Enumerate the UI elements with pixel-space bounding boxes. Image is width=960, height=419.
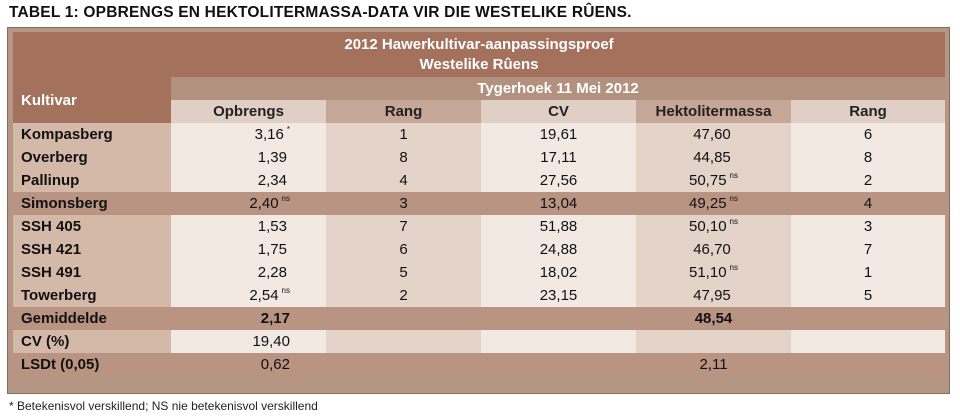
empty-cell <box>791 330 946 353</box>
cultivar-name: SSH 491 <box>13 261 171 284</box>
column-header-rank: Rang <box>326 100 481 123</box>
hectoliter-cell: 47,60 <box>636 123 791 146</box>
cv-cell: 19,61 <box>481 123 636 146</box>
empty-cell <box>326 330 481 353</box>
lsd-label: LSDt (0,05) <box>13 353 171 376</box>
cv-label: CV (%) <box>13 330 171 353</box>
table-row: Simonsberg 2,40 ns 3 13,04 49,25 ns 4 <box>13 192 946 215</box>
empty-cell <box>791 353 946 376</box>
rank-cell: 5 <box>326 261 481 284</box>
cv-cell: 24,88 <box>481 238 636 261</box>
column-header-cv: CV <box>481 100 636 123</box>
column-header-kultivar: Kultivar <box>13 77 171 123</box>
empty-cell <box>791 307 946 330</box>
cv-cell: 13,04 <box>481 192 636 215</box>
cultivar-name: Kompasberg <box>13 123 171 146</box>
rank-cell: 6 <box>326 238 481 261</box>
rank-cell: 3 <box>326 192 481 215</box>
table-row: SSH 421 1,75 6 24,88 46,70 7 <box>13 238 946 261</box>
yield-cell: 1,75 <box>171 238 326 261</box>
table-row: Overberg 1,39 8 17,11 44,85 8 <box>13 146 946 169</box>
mean-yield: 2,17 <box>171 307 326 330</box>
empty-cell <box>481 330 636 353</box>
rank-cell: 8 <box>791 146 946 169</box>
yield-cell: 2,40 ns <box>171 192 326 215</box>
yield-cell: 1,53 <box>171 215 326 238</box>
rank-cell: 5 <box>791 284 946 307</box>
hectoliter-cell: 47,95 <box>636 284 791 307</box>
cv-row: CV (%) 19,40 <box>13 330 946 353</box>
cv-cell: 51,88 <box>481 215 636 238</box>
cv-cell: 23,15 <box>481 284 636 307</box>
column-header-rank-2: Rang <box>791 100 946 123</box>
yield-cell: 2,28 <box>171 261 326 284</box>
hectoliter-cell: 49,25 ns <box>636 192 791 215</box>
location-header: Tygerhoek 11 Mei 2012 <box>171 77 946 100</box>
column-header-hectoliter: Hektolitermassa <box>636 100 791 123</box>
cultivar-name: Pallinup <box>13 169 171 192</box>
lsd-hectoliter: 2,11 <box>636 353 791 376</box>
cv-yield: 19,40 <box>171 330 326 353</box>
cultivar-name: SSH 421 <box>13 238 171 261</box>
hectoliter-cell: 50,75 ns <box>636 169 791 192</box>
cv-cell: 18,02 <box>481 261 636 284</box>
mean-label: Gemiddelde <box>13 307 171 330</box>
rank-cell: 1 <box>326 123 481 146</box>
yield-cell: 2,34 <box>171 169 326 192</box>
yield-cell: 2,54 ns <box>171 284 326 307</box>
rank-cell: 2 <box>326 284 481 307</box>
hectoliter-cell: 46,70 <box>636 238 791 261</box>
table-row: Towerberg 2,54 ns 2 23,15 47,95 5 <box>13 284 946 307</box>
table-row: SSH 491 2,28 5 18,02 51,10 ns 1 <box>13 261 946 284</box>
empty-cell <box>326 353 481 376</box>
table-title: TABEL 1: OPBRENGS EN HEKTOLITERMASSA-DAT… <box>9 4 632 21</box>
lsd-yield: 0,62 <box>171 353 326 376</box>
data-table: 2012 Hawerkultivar-aanpassingsproef West… <box>13 32 946 376</box>
cultivar-name: SSH 405 <box>13 215 171 238</box>
footnote: * Betekenisvol verskillend; NS nie betek… <box>9 399 318 413</box>
cv-cell: 27,56 <box>481 169 636 192</box>
table-row: Kompasberg 3,16 * 1 19,61 47,60 6 <box>13 123 946 146</box>
rank-cell: 6 <box>791 123 946 146</box>
empty-cell <box>636 330 791 353</box>
mean-row: Gemiddelde 2,17 48,54 <box>13 307 946 330</box>
data-table-frame: 2012 Hawerkultivar-aanpassingsproef West… <box>7 27 950 394</box>
empty-cell <box>326 307 481 330</box>
hectoliter-cell: 44,85 <box>636 146 791 169</box>
rank-cell: 1 <box>791 261 946 284</box>
region-name: Westelike Rûens <box>419 55 539 73</box>
rank-cell: 2 <box>791 169 946 192</box>
empty-cell <box>481 307 636 330</box>
column-header-yield: Opbrengs <box>171 100 326 123</box>
table-row: Pallinup 2,34 4 27,56 50,75 ns 2 <box>13 169 946 192</box>
rank-cell: 7 <box>791 238 946 261</box>
rank-cell: 4 <box>326 169 481 192</box>
yield-cell: 1,39 <box>171 146 326 169</box>
cultivar-name: Towerberg <box>13 284 171 307</box>
trial-name: 2012 Hawerkultivar-aanpassingsproef <box>344 35 614 53</box>
table-heading: 2012 Hawerkultivar-aanpassingsproef West… <box>13 32 946 77</box>
cv-cell: 17,11 <box>481 146 636 169</box>
yield-cell: 3,16 * <box>171 123 326 146</box>
table-row: SSH 405 1,53 7 51,88 50,10 ns 3 <box>13 215 946 238</box>
rank-cell: 4 <box>791 192 946 215</box>
rank-cell: 7 <box>326 215 481 238</box>
mean-hectoliter: 48,54 <box>636 307 791 330</box>
empty-cell <box>481 353 636 376</box>
hectoliter-cell: 51,10 ns <box>636 261 791 284</box>
rank-cell: 8 <box>326 146 481 169</box>
cultivar-name: Overberg <box>13 146 171 169</box>
lsd-row: LSDt (0,05) 0,62 2,11 <box>13 353 946 376</box>
cultivar-name: Simonsberg <box>13 192 171 215</box>
rank-cell: 3 <box>791 215 946 238</box>
hectoliter-cell: 50,10 ns <box>636 215 791 238</box>
